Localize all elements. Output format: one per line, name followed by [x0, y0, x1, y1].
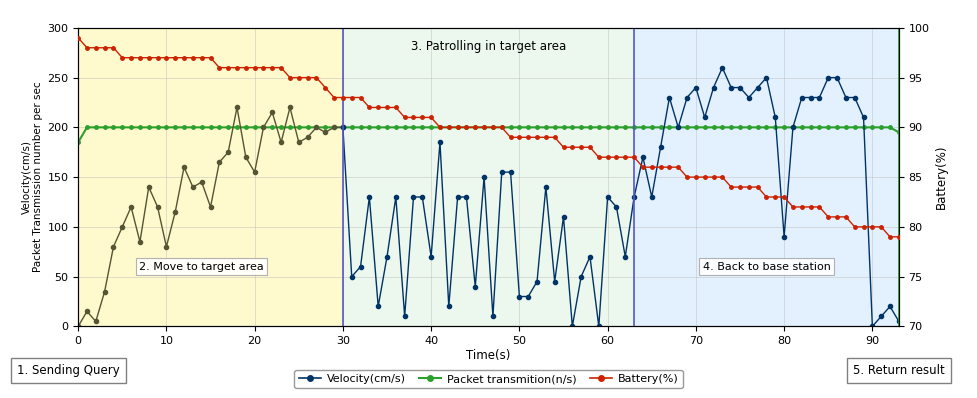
Velocity(cm/s): [699, 115, 710, 120]
Velocity(cm/s): [707, 85, 719, 90]
Battery(%): [390, 105, 402, 110]
Y-axis label: Battery(%): Battery(%): [935, 145, 948, 209]
Line: Battery(%): Battery(%): [76, 36, 901, 238]
Velocity(cm/s): [337, 125, 349, 130]
Text: 5. Return result: 5. Return result: [853, 364, 945, 377]
Packet transmition(n/s): [399, 125, 410, 130]
Packet transmition(n/s): [893, 130, 905, 135]
Y-axis label: Velocity(cm/s)
Packet Transmission number per sec: Velocity(cm/s) Packet Transmission numbe…: [21, 82, 43, 272]
Text: 4. Back to base station: 4. Back to base station: [702, 261, 830, 271]
Bar: [343, 28, 634, 326]
Packet transmition(n/s): [81, 125, 93, 130]
Packet transmition(n/s): [425, 125, 437, 130]
Battery(%): [284, 75, 296, 80]
Velocity(cm/s): [716, 65, 728, 70]
Battery(%): [884, 234, 896, 239]
Battery(%): [214, 65, 226, 70]
Legend: Velocity(cm/s), Packet transmition(n/s), Battery(%): Velocity(cm/s), Packet transmition(n/s),…: [294, 370, 683, 388]
Velocity(cm/s): [567, 324, 578, 329]
Text: 3. Patrolling in target area: 3. Patrolling in target area: [411, 40, 566, 53]
Velocity(cm/s): [893, 319, 905, 324]
Velocity(cm/s): [407, 195, 419, 199]
Battery(%): [690, 175, 701, 179]
X-axis label: Time(s): Time(s): [466, 349, 511, 362]
Battery(%): [893, 234, 905, 239]
Text: 1. Sending Query: 1. Sending Query: [17, 364, 120, 377]
Packet transmition(n/s): [293, 125, 305, 130]
Bar: [78, 28, 343, 326]
Velocity(cm/s): [655, 145, 666, 150]
Text: 2. Move to target area: 2. Move to target area: [140, 261, 264, 271]
Bar: [634, 28, 899, 326]
Velocity(cm/s): [619, 254, 631, 259]
Velocity(cm/s): [575, 274, 587, 279]
Line: Velocity(cm/s): Velocity(cm/s): [341, 66, 901, 328]
Line: Packet transmition(n/s): Packet transmition(n/s): [76, 126, 901, 144]
Packet transmition(n/s): [223, 125, 234, 130]
Packet transmition(n/s): [72, 140, 84, 144]
Battery(%): [72, 35, 84, 40]
Battery(%): [416, 115, 428, 120]
Packet transmition(n/s): [699, 125, 710, 130]
Battery(%): [567, 145, 578, 150]
Packet transmition(n/s): [575, 125, 587, 130]
